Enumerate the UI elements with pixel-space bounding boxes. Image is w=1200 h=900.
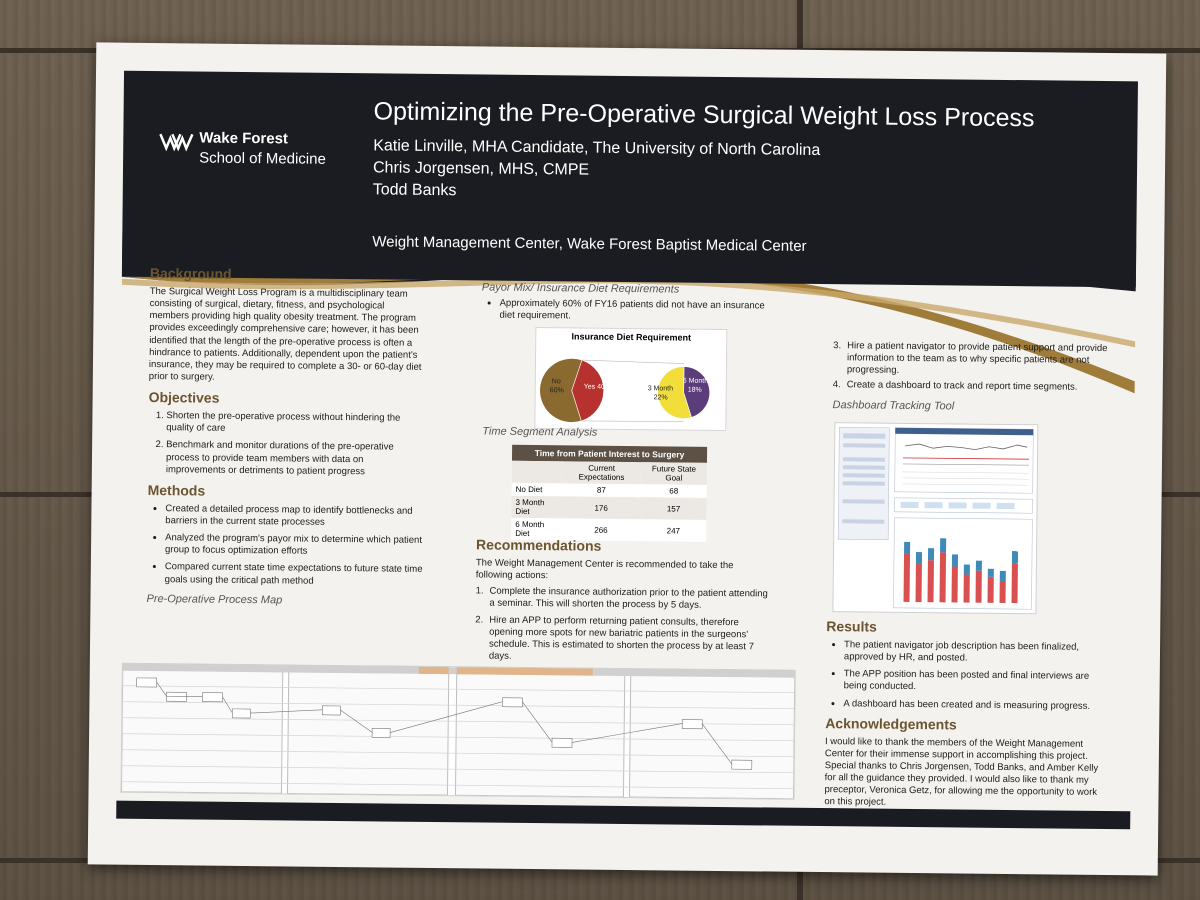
objectives-heading: Objectives <box>148 389 220 406</box>
recommendation-item: 4. Create a dashboard to track and repor… <box>833 380 1108 395</box>
time-segment-table: Time from Patient Interest to Surgery Cu… <box>511 444 708 542</box>
pie-label-yes: Yes 40% <box>583 383 612 391</box>
recommendation-item: 2. Hire an APP to perform returning pati… <box>475 614 770 666</box>
research-poster: Wake Forest School of Medicine Optimizin… <box>87 42 1167 876</box>
result-item: The patient navigator job description ha… <box>844 639 1108 666</box>
affiliation: Weight Management Center, Wake Forest Ba… <box>372 233 807 255</box>
recommendation-text: Complete the insurance authorization pri… <box>489 585 768 612</box>
pie-label-6-month-pct: 18% <box>687 386 702 394</box>
objective-item: Benchmark and monitor durations of the p… <box>166 440 424 479</box>
objective-item: Shorten the pre-operative process withou… <box>166 410 424 437</box>
acknowledgements-heading: Acknowledgements <box>825 714 957 733</box>
payor-bullet: Approximately 60% of FY16 patients did n… <box>499 298 771 325</box>
payor-list: Approximately 60% of FY16 patients did n… <box>481 298 771 325</box>
payor-heading: Payor Mix/ Insurance Diet Requirements <box>481 281 680 296</box>
cell-future: 68 <box>669 486 679 496</box>
recommendation-text: Hire an APP to perform returning patient… <box>488 614 754 662</box>
recommendation-number: 1. <box>475 585 484 597</box>
logo-subtitle: School of Medicine <box>199 149 326 168</box>
time-segment-block: Time Segment Analysis <box>482 424 682 443</box>
method-item: Analyzed the program's payor mix to dete… <box>165 532 423 559</box>
method-item: Compared current state time expectations… <box>165 562 423 589</box>
methods-list: Created a detailed process map to identi… <box>147 503 424 589</box>
pie-label-3-month: 3 Month <box>647 385 674 393</box>
pie-slice-6-month <box>683 366 710 418</box>
pie-label-3-month-pct: 22% <box>653 394 668 402</box>
results-heading: Results <box>826 618 877 635</box>
pie-connector-line <box>581 359 685 364</box>
row-label: No Diet <box>515 484 543 495</box>
recommendation-text: Hire a patient navigator to provide pati… <box>846 340 1108 377</box>
dashboard-heading: Dashboard Tracking Tool <box>832 398 955 413</box>
pie-slice-3-month <box>657 366 692 419</box>
pie-chart-title: Insurance Diet Requirement <box>571 331 692 343</box>
process-map-diagram <box>120 662 796 800</box>
poster-title: Optimizing the Pre-Operative Surgical We… <box>373 97 1035 133</box>
pie-label-no-pct: 60% <box>549 387 564 395</box>
recommendations-intro: The Weight Management Center is recommen… <box>475 557 734 582</box>
recommendation-item: 1. Complete the insurance authorization … <box>475 586 770 613</box>
acknowledgements-text: I would like to thank the members of the… <box>824 735 1099 809</box>
recommendation-item: 3. Hire a patient navigator to provide p… <box>833 340 1108 379</box>
dashboard-graphic <box>837 426 1034 610</box>
logo-name: Wake Forest <box>199 129 289 148</box>
objectives-list: Shorten the pre-operative process withou… <box>148 410 425 479</box>
table-row: 3 Month Diet 176 157 <box>511 495 707 520</box>
author-line: Katie Linville, MHA Candidate, The Unive… <box>373 137 821 160</box>
cell-current: 87 <box>596 485 606 495</box>
process-map-lanes <box>120 663 796 800</box>
dashboard-screenshot <box>832 422 1039 615</box>
cell-future: 157 <box>640 497 707 520</box>
recommendations-heading: Recommendations <box>476 536 602 554</box>
wf-logo-icon <box>159 131 194 152</box>
pie-slice-no <box>539 358 583 423</box>
recommendation-number: 2. <box>475 613 484 626</box>
recommendations-block: Recommendations The Weight Management Ce… <box>475 536 771 665</box>
recommendation-number: 4. <box>832 379 841 391</box>
pie-chart-svg <box>539 358 710 423</box>
title-banner: Wake Forest School of Medicine Optimizin… <box>121 70 1138 288</box>
result-item: A dashboard has been created and is meas… <box>843 698 1107 713</box>
process-map-heading: Pre-Operative Process Map <box>146 592 283 607</box>
author-line: Todd Banks <box>372 181 457 200</box>
author-line: Chris Jorgensen, MHS, CMPE <box>372 159 590 179</box>
method-item: Created a detailed process map to identi… <box>165 503 423 530</box>
right-column-bottom: Results The patient navigator job descri… <box>824 618 1108 815</box>
cell-current: 176 <box>561 496 641 520</box>
result-item: The APP position has been posted and fin… <box>844 669 1108 696</box>
column-header: Future State Goal <box>640 462 707 485</box>
recommendation-number: 3. <box>833 340 842 352</box>
recommendation-text: Create a dashboard to track and report t… <box>846 379 1078 394</box>
pie-slice-yes <box>571 359 605 422</box>
table-corner <box>511 460 563 484</box>
methods-heading: Methods <box>147 481 206 499</box>
right-column-top: 3. Hire a patient navigator to provide p… <box>832 340 1108 418</box>
row-label: 3 Month Diet <box>511 495 562 519</box>
insurance-diet-pie-chart: Insurance Diet Requirement No 60% Yes 40… <box>534 327 728 432</box>
pie-label-no: No <box>551 378 561 386</box>
background-text: The Surgical Weight Loss Program is a mu… <box>148 285 422 383</box>
pie-connector-line <box>581 420 684 422</box>
pie-label-6-month: 6 Month <box>682 377 709 385</box>
left-column: Background The Surgical Weight Loss Prog… <box>146 265 426 612</box>
column-header: Current Expectations <box>562 461 642 485</box>
results-list: The patient navigator job description ha… <box>825 639 1108 713</box>
middle-column: Payor Mix/ Insurance Diet Requirements A… <box>481 280 771 329</box>
time-segment-heading: Time Segment Analysis <box>482 425 598 439</box>
background-heading: Background <box>149 264 232 282</box>
